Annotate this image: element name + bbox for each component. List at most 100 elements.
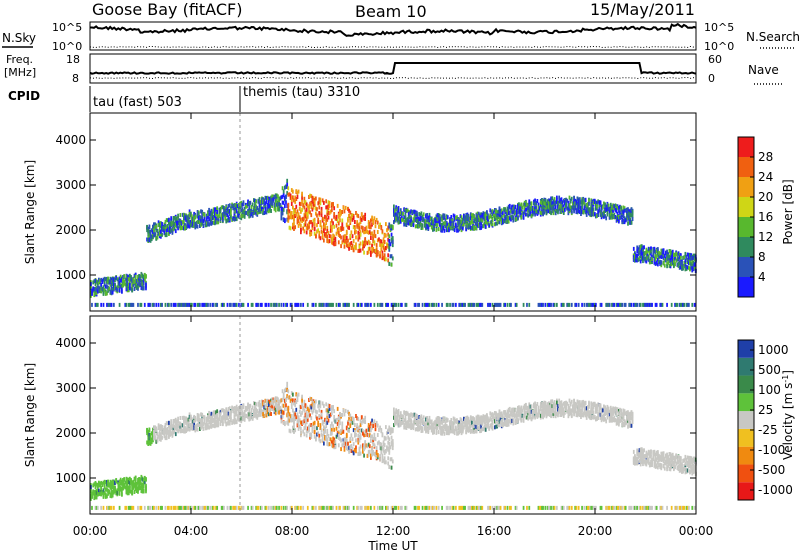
velocity-cell	[126, 477, 129, 482]
power-cell	[123, 274, 126, 279]
power-cell	[284, 218, 286, 223]
power-cell	[103, 287, 106, 292]
velocity-cell	[204, 426, 207, 431]
velocity-cell	[244, 413, 247, 418]
power-cell	[149, 234, 152, 239]
power-cell	[678, 265, 681, 270]
power-cell	[406, 208, 409, 213]
velocity-cell	[293, 424, 295, 429]
power-cell	[370, 252, 372, 257]
power-cell	[293, 210, 295, 215]
velocity-cell	[163, 433, 166, 438]
power-cell	[666, 257, 668, 262]
velocity-cell	[196, 413, 199, 417]
power-cell	[390, 302, 393, 307]
power-cell	[110, 277, 113, 282]
power-cell	[220, 213, 223, 218]
velocity-cell	[216, 505, 219, 510]
power-cell	[514, 205, 517, 210]
velocity-cell	[205, 423, 208, 428]
power-cell	[374, 234, 377, 239]
power-cell	[102, 285, 105, 290]
power-cell	[505, 209, 508, 214]
power-cell	[600, 213, 603, 218]
power-cell	[559, 199, 562, 204]
power-cell	[531, 212, 534, 217]
power-cell	[591, 205, 594, 210]
power-cell	[390, 224, 393, 229]
power-cell	[142, 278, 145, 283]
velocity-cell	[161, 435, 163, 440]
power-cell	[517, 206, 519, 211]
power-cell	[511, 206, 513, 211]
power-cell	[688, 261, 690, 266]
velocity-cell	[160, 432, 162, 437]
power-cell	[636, 245, 639, 250]
power-cell	[623, 206, 626, 211]
power-cell	[310, 202, 313, 207]
power-cell	[437, 302, 440, 307]
power-cell	[528, 204, 531, 209]
power-cell	[381, 229, 384, 234]
velocity-cell	[207, 417, 209, 422]
velocity-cell	[220, 408, 223, 413]
power-cell	[606, 302, 609, 307]
velocity-cell	[289, 505, 292, 510]
velocity-cell	[116, 480, 119, 485]
power-cell	[131, 288, 134, 293]
power-cell	[527, 205, 530, 210]
velocity-cell	[166, 430, 169, 435]
velocity-cell	[191, 505, 193, 510]
power-cell	[651, 257, 653, 261]
power-cell	[657, 248, 659, 253]
power-cell	[287, 206, 290, 211]
power-cell	[148, 233, 151, 238]
power-cell	[399, 208, 402, 213]
power-cell	[386, 242, 388, 247]
power-cell	[397, 220, 400, 225]
power-cell	[460, 302, 463, 307]
power-cell	[149, 302, 152, 307]
power-cell	[178, 302, 181, 307]
velocity-cell	[289, 398, 292, 403]
power-cell	[196, 210, 199, 214]
power-cell	[188, 211, 191, 216]
velocity-cell	[184, 416, 186, 421]
velocity-cell	[152, 427, 154, 432]
velocity-cell	[121, 492, 123, 497]
power-cell	[294, 209, 297, 214]
colorbar-swatch	[738, 217, 754, 237]
power-cell	[140, 280, 143, 285]
power-cell	[356, 222, 359, 227]
power-cell	[497, 212, 500, 217]
power-cell	[426, 302, 429, 307]
power-cell	[627, 221, 629, 226]
velocity-cell	[209, 424, 212, 429]
velocity-cell	[188, 412, 191, 417]
velocity-cell	[187, 426, 190, 431]
power-cell	[211, 220, 214, 225]
power-cell	[658, 250, 660, 255]
power-cell	[188, 209, 191, 214]
power-cell	[670, 302, 673, 307]
power-cell	[434, 221, 437, 226]
velocity-cell	[277, 403, 279, 408]
velocity-cell	[134, 486, 137, 491]
power-cell	[387, 253, 390, 258]
power-cell	[263, 198, 266, 203]
power-cell	[480, 302, 482, 307]
power-cell	[258, 205, 261, 210]
power-cell	[220, 205, 223, 210]
power-cell	[181, 302, 184, 307]
velocity-cell	[220, 416, 223, 421]
power-cell	[321, 302, 324, 307]
power-cell	[674, 262, 676, 267]
power-cell	[373, 302, 376, 307]
velocity-cell	[196, 427, 199, 432]
power-cell	[345, 236, 348, 240]
power-cell	[376, 220, 379, 225]
velocity-cell	[201, 418, 204, 423]
ytick-label: 4000	[55, 133, 86, 147]
power-cell	[630, 213, 633, 218]
colorbar-swatch	[738, 197, 754, 217]
